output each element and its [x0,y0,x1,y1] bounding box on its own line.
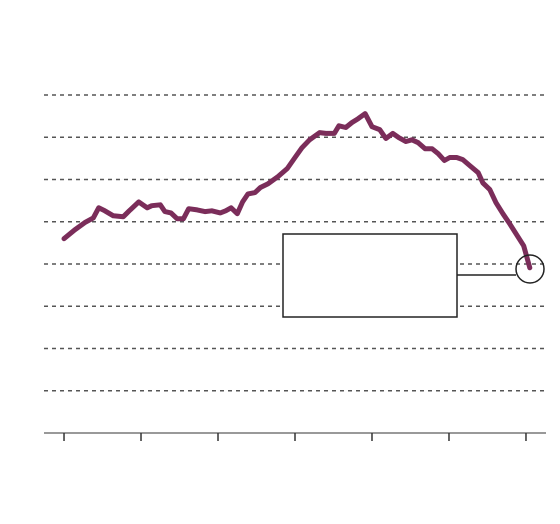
x-ticks [63,433,527,441]
annotation-box [282,233,458,318]
annotation-circle [515,254,545,284]
plot [61,111,533,271]
series-line [61,111,533,271]
